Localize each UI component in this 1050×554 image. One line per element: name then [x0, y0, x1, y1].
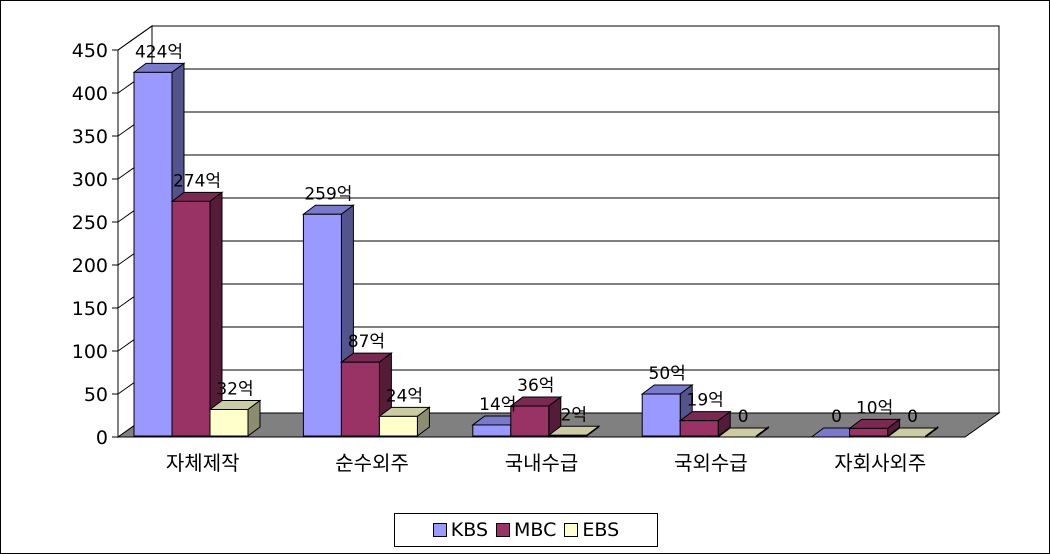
legend-swatch-mbc — [496, 523, 511, 537]
data-label: 50억 — [649, 364, 686, 384]
y-tick-label: 250 — [72, 212, 108, 234]
y-tick-label: 450 — [72, 40, 108, 62]
data-label: 24억 — [386, 386, 423, 406]
legend-item-mbc: MBC — [496, 519, 556, 541]
data-label: 10억 — [856, 398, 893, 418]
legend-label-mbc: MBC — [514, 519, 557, 541]
kbs-bar-1 — [302, 213, 342, 437]
y-tick-label: 350 — [72, 126, 108, 148]
ebs-bar-0 — [209, 408, 249, 437]
ebs-bar-1 — [378, 415, 418, 437]
y-tick-label: 50 — [84, 384, 108, 406]
x-tick-label: 자체제작 — [166, 451, 240, 475]
x-tick-label: 순수외주 — [335, 451, 409, 475]
plot-walls — [117, 25, 1000, 438]
data-label: 0 — [831, 407, 842, 427]
bars — [132, 62, 940, 438]
y-tick-label: 300 — [72, 169, 108, 191]
gridline — [117, 25, 999, 51]
y-tick-label: 100 — [72, 341, 108, 363]
x-axis: 자체제작 순수외주 국내수급 국외수급 자회사외주 — [118, 436, 965, 475]
data-label: 2억 — [561, 405, 587, 425]
ebs-bar-2 — [548, 434, 588, 437]
ebs-bar-4-side — [925, 426, 939, 438]
ebs-bar-3-side — [755, 426, 769, 438]
legend-swatch-ebs — [564, 523, 579, 537]
data-label: 0 — [738, 407, 749, 427]
mbc-bar-3 — [679, 420, 719, 437]
y-tick-label: 0 — [96, 427, 108, 449]
y-axis: 0 50 100 150 200 250 300 350 400 450 — [72, 40, 119, 449]
data-label: 259억 — [304, 184, 352, 204]
kbs-bar-2 — [472, 424, 512, 437]
y-tick-label: 150 — [72, 298, 108, 320]
mbc-bar-0 — [171, 200, 211, 437]
data-label: 424억 — [135, 42, 183, 62]
x-tick-label: 자회사외주 — [834, 451, 926, 475]
y-tick-label: 200 — [72, 255, 108, 277]
data-label: 87억 — [348, 332, 385, 352]
data-label: 19억 — [687, 391, 724, 411]
kbs-bar-0 — [133, 71, 173, 437]
legend-item-kbs: KBS — [432, 519, 489, 541]
kbs-bar-3 — [641, 393, 681, 437]
data-label: 32억 — [216, 379, 253, 399]
data-label: 274억 — [173, 171, 221, 191]
legend-item-ebs: EBS — [564, 519, 619, 541]
back-wall — [151, 25, 1000, 414]
legend-swatch-kbs — [432, 523, 447, 537]
y-tick-label: 400 — [72, 83, 108, 105]
data-label: 36억 — [517, 376, 554, 396]
data-label: 0 — [907, 407, 918, 427]
x-tick-label: 국내수급 — [505, 451, 579, 475]
mbc-bar-2 — [510, 405, 550, 437]
mbc-bar-4 — [849, 427, 889, 437]
legend: KBS MBC EBS — [394, 513, 658, 547]
x-tick-label: 국외수급 — [674, 451, 748, 475]
legend-label-ebs: EBS — [582, 519, 620, 541]
data-label: 14억 — [479, 395, 516, 415]
mbc-bar-1 — [340, 361, 380, 437]
legend-label-kbs: KBS — [450, 519, 489, 541]
